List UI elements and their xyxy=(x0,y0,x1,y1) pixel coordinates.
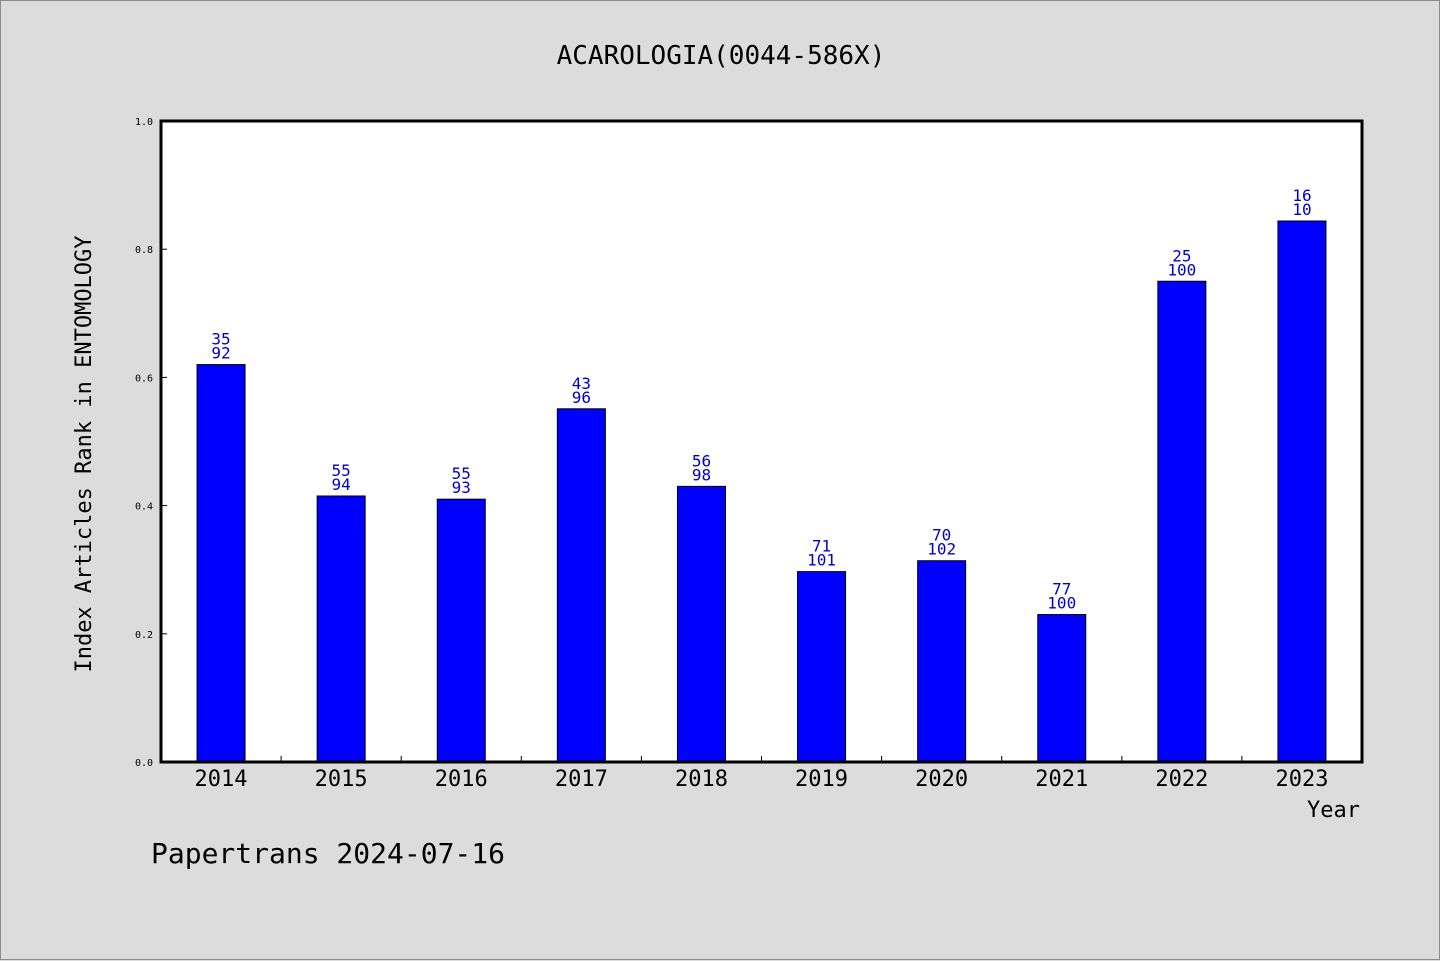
x-tick-label-2016: 2016 xyxy=(435,767,488,792)
data-label-bottom-2014: 92 xyxy=(211,344,230,363)
x-tick-label-2014: 2014 xyxy=(195,767,248,792)
data-label-top-2020: 70 xyxy=(932,526,951,545)
bars-group xyxy=(196,220,1327,763)
data-label-top-2014: 35 xyxy=(211,330,230,349)
y-tick-label-0.4: 0.4 xyxy=(135,502,153,513)
y-tick-label-0.8: 0.8 xyxy=(135,245,153,256)
bar-2018 xyxy=(676,485,726,763)
data-label-bottom-2023: 10 xyxy=(1292,200,1311,219)
plot-border xyxy=(159,119,1364,764)
data-label-bottom-2019: 101 xyxy=(807,551,836,570)
bar-2019 xyxy=(797,571,847,763)
bar-2023 xyxy=(1277,220,1327,763)
bar-2021 xyxy=(1037,614,1087,763)
y-tick-label-0.0: 0.0 xyxy=(135,758,153,769)
x-tick-label-2015: 2015 xyxy=(315,767,368,792)
y-tick-label-0.6: 0.6 xyxy=(135,373,153,384)
data-label-top-2018: 56 xyxy=(692,451,711,470)
data-label-top-2021: 77 xyxy=(1052,580,1071,599)
x-tick-label-2022: 2022 xyxy=(1155,767,1208,792)
bar-2015 xyxy=(316,495,366,763)
data-label-top-2023: 16 xyxy=(1292,186,1311,205)
bar-2014 xyxy=(196,364,246,763)
data-label-bottom-2022: 100 xyxy=(1167,260,1196,279)
bar-2017 xyxy=(556,408,606,763)
x-tick-label-2019: 2019 xyxy=(795,767,848,792)
chart-title: ACAROLOGIA(0044-586X) xyxy=(557,41,886,71)
bar-2020 xyxy=(917,560,967,763)
y-tick-label-0.2: 0.2 xyxy=(135,630,153,641)
data-label-top-2016: 55 xyxy=(452,464,471,483)
data-label-bottom-2017: 96 xyxy=(572,388,591,407)
x-tick-label-2017: 2017 xyxy=(555,767,608,792)
data-label-bottom-2021: 100 xyxy=(1047,594,1076,613)
data-label-top-2017: 43 xyxy=(572,374,591,393)
data-label-bottom-2020: 102 xyxy=(927,540,956,559)
data-label-top-2019: 71 xyxy=(812,537,831,556)
x-axis-label: Year xyxy=(1307,798,1360,823)
data-label-bottom-2016: 93 xyxy=(452,478,471,497)
y-tick-label-1.0: 1.0 xyxy=(135,117,153,128)
data-labels-group: 3592559455934396569871101701027710025100… xyxy=(211,186,1311,613)
data-label-bottom-2015: 94 xyxy=(332,475,351,494)
data-label-top-2022: 25 xyxy=(1172,246,1191,265)
data-label-top-2015: 55 xyxy=(332,461,351,480)
x-ticks-group: 2014 2015 2016 2017 2018 2019 2020 2021 2022 2023 xyxy=(195,756,1328,792)
x-tick-label-2021: 2021 xyxy=(1035,767,1088,792)
x-tick-label-2023: 2023 xyxy=(1275,767,1328,792)
x-tick-label-2018: 2018 xyxy=(675,767,728,792)
bar-2016 xyxy=(436,498,486,763)
bar-2022 xyxy=(1157,280,1207,763)
footer-text: Papertrans 2024-07-16 xyxy=(151,837,505,870)
data-label-bottom-2018: 98 xyxy=(692,465,711,484)
x-tick-label-2020: 2020 xyxy=(915,767,968,792)
y-axis-label: Index Articles Rank in ENTOMOLOGY xyxy=(72,235,97,672)
